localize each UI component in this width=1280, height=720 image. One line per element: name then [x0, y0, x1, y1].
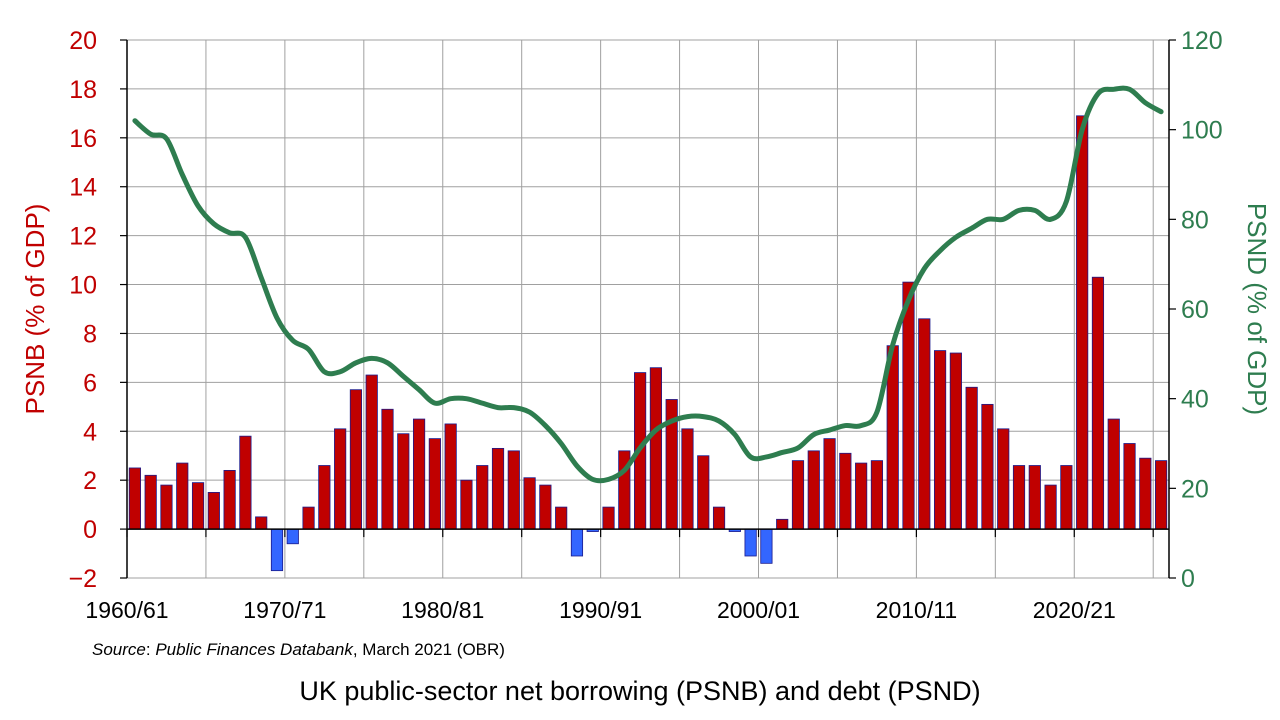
left-tick-label: 12 — [69, 223, 97, 251]
x-tick-label: 2000/01 — [717, 597, 800, 623]
psnb-bar — [270, 528, 284, 572]
source-prefix: Source: — [92, 640, 156, 659]
psnb-bar — [1139, 457, 1152, 530]
psnb-bar — [760, 528, 773, 564]
psnb-bar — [160, 484, 173, 530]
psnb-bar — [949, 352, 962, 530]
left-axis-title: PSNB (% of GDP) — [20, 204, 50, 415]
psnb-bar — [823, 438, 836, 530]
psnb-bar — [791, 460, 805, 530]
psnb-bar — [981, 403, 994, 530]
psnb-bar — [555, 506, 568, 530]
left-tick-label: 14 — [69, 174, 97, 202]
psnb-bar — [523, 477, 536, 530]
left-tick-label: 10 — [69, 272, 97, 300]
psnb-bar — [602, 506, 615, 530]
psnb-bar — [1060, 465, 1073, 530]
psnb-bar — [428, 438, 441, 530]
right-tick-label: 80 — [1181, 206, 1209, 234]
psnb-bar — [1028, 465, 1041, 530]
psnb-bar — [870, 460, 884, 530]
left-tick-label: 0 — [83, 516, 97, 544]
source-rest: , March 2021 (OBR) — [352, 640, 505, 659]
psnb-bar — [933, 350, 947, 530]
psnb-bar — [1091, 276, 1105, 530]
psnb-bar — [1012, 465, 1026, 530]
psnb-bar — [570, 528, 584, 557]
psnb-bar — [1107, 418, 1120, 530]
psnb-bar — [349, 389, 363, 530]
left-tick-label: 2 — [83, 467, 97, 495]
psnb-bar — [239, 435, 252, 530]
psnb-bar — [697, 455, 710, 530]
psnb-bar — [539, 484, 552, 530]
psnb-bar — [1044, 484, 1057, 530]
psnb-bar — [807, 450, 820, 530]
right-tick-label: 60 — [1181, 296, 1209, 324]
psnb-bar — [412, 418, 426, 530]
psnb-bar — [334, 428, 347, 530]
psnb-bar — [712, 506, 726, 530]
psnb-bar — [286, 528, 299, 545]
x-tick-label: 1960/61 — [85, 597, 168, 623]
psnb-bar — [444, 423, 457, 530]
x-tick-label: 1990/91 — [559, 597, 642, 623]
psnb-bar — [318, 465, 331, 530]
right-axis-title: PSND (% of GDP) — [1242, 203, 1272, 415]
x-tick-label: 2020/21 — [1033, 597, 1116, 623]
left-tick-label: 16 — [69, 125, 97, 153]
psnb-bar — [918, 318, 931, 530]
psnb-bar — [965, 386, 978, 530]
psnb-bar — [476, 465, 489, 530]
right-tick-label: 20 — [1181, 475, 1209, 503]
psnb-bar — [744, 528, 757, 557]
x-tick-label: 2010/11 — [876, 597, 957, 623]
psnb-bar — [365, 374, 378, 530]
chart-title: UK public-sector net borrowing (PSNB) an… — [299, 676, 981, 706]
right-tick-label: 40 — [1181, 386, 1209, 414]
psnb-psnd-chart: −2 0 2 4 6 8 10 12 14 16 18 20 0 20 40 60 80 100 120 1960/6… — [20, 27, 1272, 623]
psnb-bar — [176, 462, 189, 530]
psnb-bar — [191, 482, 205, 530]
psnb-bar — [491, 447, 505, 530]
psnb-bar — [649, 367, 662, 530]
psnb-bar — [223, 469, 236, 530]
psnb-bar — [381, 408, 394, 530]
right-tick-label: 100 — [1181, 117, 1223, 145]
left-tick-label: −2 — [68, 565, 97, 593]
psnb-bar — [1123, 443, 1136, 530]
psnb-bar — [902, 281, 915, 530]
psnb-bar — [144, 474, 157, 530]
x-tick-label: 1980/81 — [401, 597, 484, 623]
psnb-bar — [1076, 115, 1089, 530]
psnb-bar — [997, 428, 1010, 530]
left-tick-label: 6 — [83, 369, 97, 397]
left-tick-label: 4 — [83, 418, 97, 446]
psnb-bar — [839, 452, 852, 530]
psnb-bar — [128, 467, 141, 530]
source-note: Source: Public Finances Databank, March … — [92, 640, 505, 660]
source-publication: Public Finances Databank — [155, 640, 353, 659]
psnb-bar — [855, 462, 868, 530]
psnb-bar — [302, 506, 315, 530]
right-tick-label: 120 — [1181, 27, 1223, 55]
left-tick-label: 20 — [69, 27, 97, 55]
psnb-bar — [1155, 460, 1168, 530]
x-tick-label: 1970/71 — [243, 597, 326, 623]
psnb-bar — [397, 433, 410, 530]
psnb-bar — [255, 516, 268, 530]
psnb-bar — [507, 450, 520, 530]
left-tick-label: 8 — [83, 320, 97, 348]
psnd-line — [132, 85, 1164, 484]
psnb-bar — [776, 518, 789, 530]
right-tick-label: 0 — [1181, 565, 1195, 593]
psnb-bar — [460, 479, 473, 530]
left-tick-label: 18 — [69, 76, 97, 104]
psnb-bar — [681, 428, 694, 530]
psnb-bar — [207, 492, 220, 530]
